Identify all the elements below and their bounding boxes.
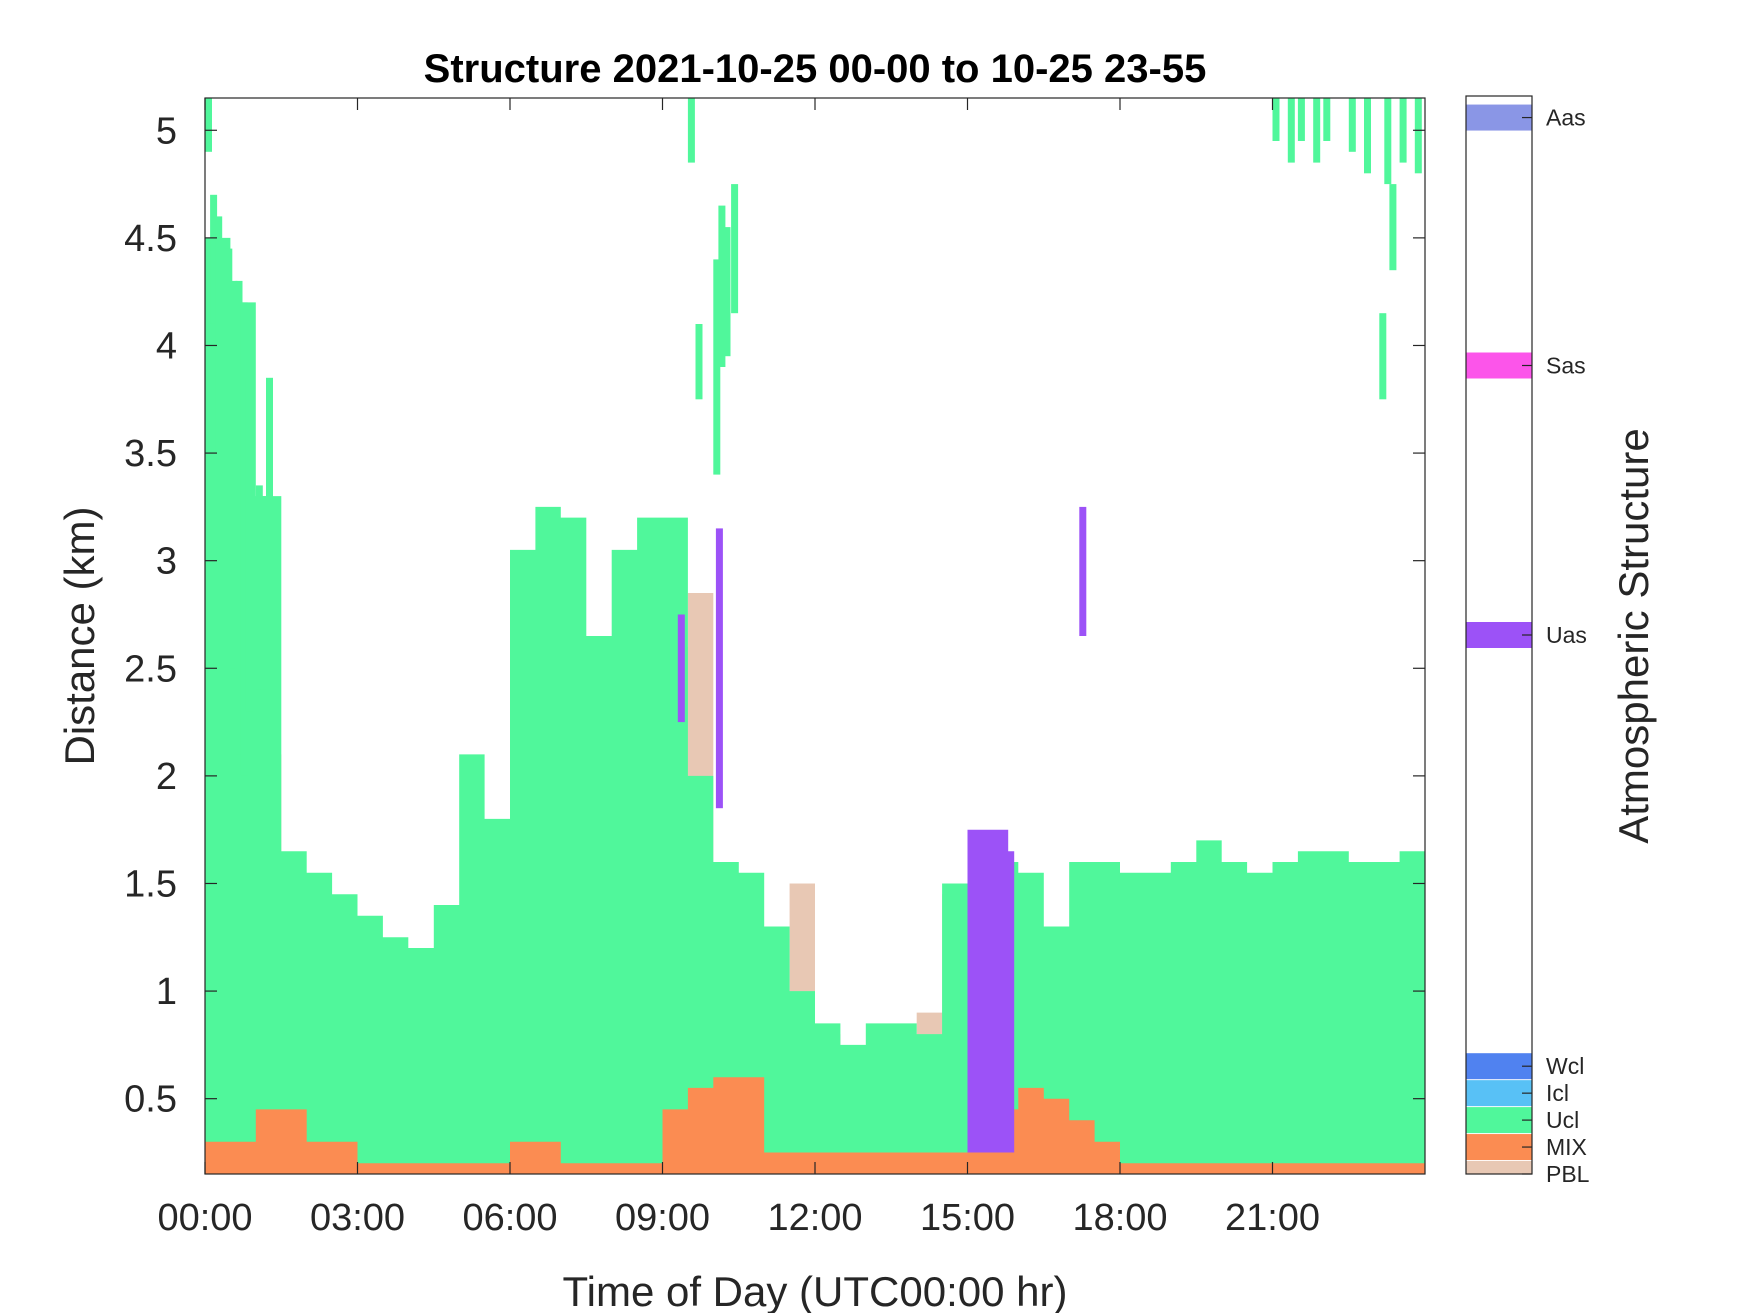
colorbar-swatch-pbl bbox=[1466, 1161, 1532, 1174]
layer-uas-3 bbox=[967, 829, 1015, 1153]
heatmap-layers bbox=[205, 98, 1425, 1174]
streak-ucl-0-9 bbox=[260, 496, 268, 690]
colorbar-label-uas: Uas bbox=[1546, 622, 1587, 648]
colorbar-label-ucl: Ucl bbox=[1546, 1107, 1579, 1133]
colorbar-label-icl: Icl bbox=[1546, 1080, 1569, 1106]
colorbar-swatch-sas bbox=[1466, 352, 1532, 379]
y-tick-label: 5 bbox=[156, 110, 177, 152]
y-tick-label: 1.5 bbox=[124, 863, 177, 905]
streak-ucl-0-4 bbox=[230, 280, 238, 669]
streak-ucl-3-1 bbox=[1389, 184, 1397, 271]
streak-ucl-1-2 bbox=[713, 259, 721, 475]
y-tick-label: 1 bbox=[156, 971, 177, 1013]
colorbar-swatch-ucl bbox=[1466, 1107, 1532, 1134]
streak-ucl-1-0 bbox=[687, 98, 695, 163]
y-tick-label: 2.5 bbox=[124, 648, 177, 690]
y-tick-label: 4.5 bbox=[124, 218, 177, 260]
streak-ucl-0-7 bbox=[245, 377, 253, 712]
x-tick-label: 09:00 bbox=[615, 1197, 710, 1239]
streak-ucl-0-5 bbox=[235, 280, 243, 755]
layer-ucl-1 bbox=[205, 237, 1425, 1174]
y-tick-label: 4 bbox=[156, 325, 177, 367]
colorbar-swatch-aas bbox=[1466, 104, 1532, 131]
streak-ucl-1-1 bbox=[695, 324, 703, 400]
chart-title: Structure 2021-10-25 00-00 to 10-25 23-5… bbox=[424, 47, 1207, 91]
streak-ucl-2-8 bbox=[1399, 98, 1407, 163]
x-axis-label: Time of Day (UTC00:00 hr) bbox=[563, 1268, 1068, 1313]
colorbar-label-aas: Aas bbox=[1546, 105, 1586, 131]
colorbar-label-pbl: PBL bbox=[1546, 1161, 1590, 1187]
x-tick-label: 18:00 bbox=[1072, 1197, 1167, 1239]
y-tick-label: 3 bbox=[156, 541, 177, 583]
streak-ucl-0-0 bbox=[205, 98, 212, 152]
y-tick-label: 2 bbox=[156, 756, 177, 798]
x-tick-label: 00:00 bbox=[157, 1197, 252, 1239]
streak-ucl-2-9 bbox=[1414, 98, 1422, 174]
colorbar-label-wcl: Wcl bbox=[1546, 1053, 1584, 1079]
colorbar-swatch-uas bbox=[1466, 622, 1532, 648]
x-tick-label: 21:00 bbox=[1225, 1197, 1320, 1239]
streak-ucl-2-4 bbox=[1323, 98, 1331, 141]
y-axis-label: Distance (km) bbox=[56, 506, 103, 765]
y-tick-label: 0.5 bbox=[124, 1079, 177, 1121]
streak-ucl-2-5 bbox=[1348, 98, 1356, 152]
y-axis-ticks: 0.5 1 1.5 2 2.5 3 3.5 4 4.5 5 bbox=[124, 110, 1425, 1121]
streak-ucl-0-8 bbox=[255, 485, 263, 690]
colorbar-label: Atmospheric Structure bbox=[1610, 428, 1657, 844]
colorbar-label-mix: MIX bbox=[1546, 1134, 1587, 1160]
streak-uas-4-0 bbox=[1079, 506, 1087, 636]
x-tick-label: 06:00 bbox=[462, 1197, 557, 1239]
x-tick-label: 03:00 bbox=[310, 1197, 405, 1239]
colorbar-frame bbox=[1465, 95, 1533, 1175]
streak-ucl-1-4 bbox=[723, 227, 731, 357]
streak-ucl-0-2 bbox=[215, 216, 223, 454]
plot-area: 00:00 03:00 06:00 09:00 12:00 15:00 18:00 21:00… bbox=[124, 97, 1426, 1239]
colorbar-swatch-wcl bbox=[1466, 1053, 1532, 1080]
layer-mix-2 bbox=[205, 1077, 1425, 1174]
streak-ucl-1-3 bbox=[718, 205, 726, 367]
streak-ucl-2-1 bbox=[1287, 98, 1295, 163]
x-axis-ticks: 00:00 03:00 06:00 09:00 12:00 15:00 18:00 21:00 bbox=[157, 98, 1320, 1239]
streak-ucl-0-3 bbox=[225, 248, 233, 540]
y-tick-label: 3.5 bbox=[124, 433, 177, 475]
streak-ucl-2-6 bbox=[1364, 98, 1371, 174]
streak-ucl-2-2 bbox=[1297, 98, 1305, 141]
colorbar-label-sas: Sas bbox=[1546, 353, 1586, 379]
streak-uas-5-1 bbox=[715, 528, 723, 809]
colorbar-swatch-icl bbox=[1466, 1080, 1532, 1107]
colorbar-swatch-mix bbox=[1466, 1134, 1532, 1161]
streak-uas-5-0 bbox=[677, 614, 685, 723]
streak-ucl-0-1 bbox=[210, 194, 218, 324]
streak-ucl-2-7 bbox=[1384, 98, 1392, 185]
streak-ucl-0-6 bbox=[240, 302, 248, 776]
x-tick-label: 12:00 bbox=[767, 1197, 862, 1239]
streak-ucl-1-5 bbox=[731, 184, 739, 314]
streak-ucl-0-10 bbox=[266, 377, 273, 776]
streak-ucl-3-0 bbox=[1379, 313, 1387, 400]
streak-ucl-2-0 bbox=[1272, 98, 1280, 141]
streak-ucl-2-3 bbox=[1313, 98, 1321, 163]
x-tick-label: 15:00 bbox=[920, 1197, 1015, 1239]
